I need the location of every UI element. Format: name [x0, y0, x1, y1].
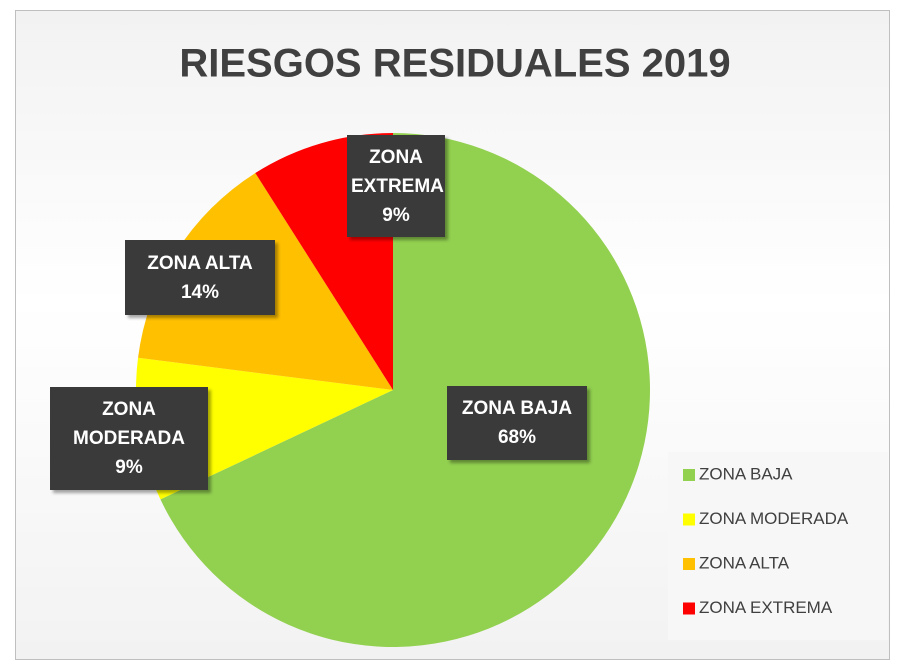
data-label: ZONA EXTREMA 9%: [347, 135, 445, 237]
data-label-category: ZONA MODERADA: [73, 399, 185, 449]
legend-swatch: [683, 513, 695, 526]
data-label-value: 68%: [497, 427, 537, 448]
data-label-value: 9%: [115, 457, 143, 478]
data-label-category: ZONA EXTREMA: [351, 146, 444, 197]
legend-label: ZONA MODERADA: [699, 509, 849, 528]
legend-swatch: [683, 558, 695, 570]
pie-slice: [160, 133, 650, 647]
data-label: ZONA MODERADA 9%: [50, 387, 208, 490]
legend-box: [668, 452, 888, 640]
data-label: ZONA ALTA 14%: [125, 240, 275, 315]
data-label-value: 14%: [180, 281, 220, 303]
chart-title: RIESGOS RESIDUALES 2019: [179, 42, 730, 86]
data-label: ZONA BAJA 68%: [447, 386, 587, 460]
legend-swatch: [683, 469, 695, 481]
data-label-category: ZONA BAJA: [461, 398, 573, 419]
data-label-value: 9%: [382, 204, 410, 226]
legend-label: ZONA BAJA: [699, 464, 793, 483]
legend-label: ZONA EXTREMA: [699, 598, 833, 617]
legend-label: ZONA ALTA: [699, 553, 790, 572]
data-label-category: ZONA ALTA: [147, 252, 253, 274]
legend-swatch: [683, 602, 695, 615]
